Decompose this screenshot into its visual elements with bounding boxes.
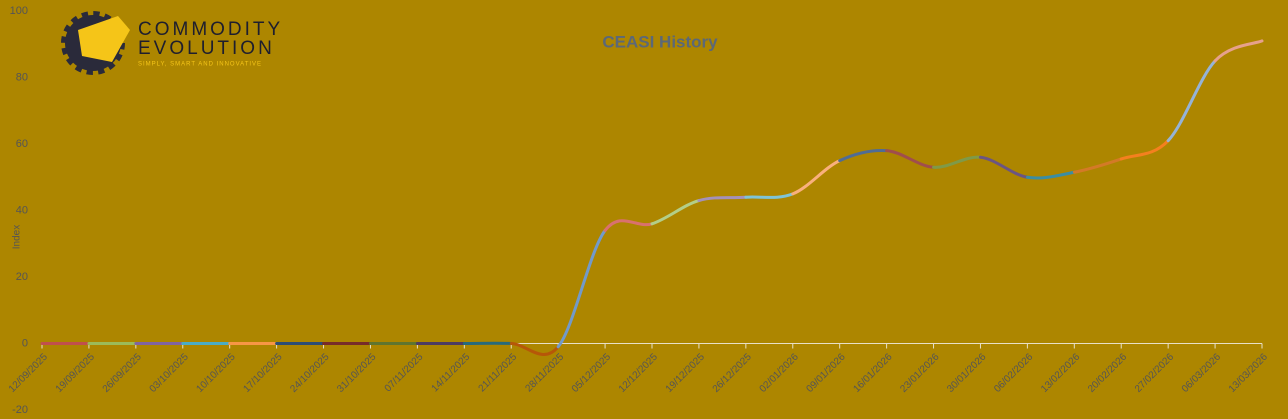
line-segment	[885, 149, 936, 169]
y-tick-label: 0	[22, 337, 28, 349]
line-segment	[978, 155, 1029, 179]
logo-text: EVOLUTION	[138, 38, 275, 59]
line-segment	[509, 342, 560, 356]
line-segment	[1213, 39, 1264, 63]
line-segment	[1025, 170, 1076, 180]
line-segment	[838, 148, 889, 163]
line-segment	[1119, 139, 1170, 161]
logo: COMMODITY EVOLUTION SIMPLY, SMART AND IN…	[61, 11, 283, 75]
line-segment	[744, 192, 795, 199]
line-segment	[1166, 59, 1217, 143]
y-tick-label: -20	[12, 404, 28, 416]
line-segment	[650, 199, 701, 226]
logo-text: COMMODITY	[138, 19, 283, 40]
logo-tagline: SIMPLY, SMART AND INNOVATIVE	[138, 62, 262, 68]
y-tick-label: 40	[16, 204, 28, 216]
line-segment	[1072, 157, 1123, 174]
line-segment	[791, 159, 842, 196]
y-tick-label: 60	[16, 138, 28, 150]
y-tick-label: 80	[16, 71, 28, 83]
line-segment	[932, 155, 982, 169]
line-segment	[603, 219, 654, 232]
line-segment	[697, 195, 748, 203]
y-axis-label: Index	[12, 225, 23, 249]
logo-tag	[78, 16, 130, 62]
chart-title: CEASI History	[602, 32, 718, 51]
y-tick-label: 20	[16, 271, 28, 283]
y-tick-label: 100	[10, 5, 28, 17]
line-segment	[556, 228, 607, 349]
